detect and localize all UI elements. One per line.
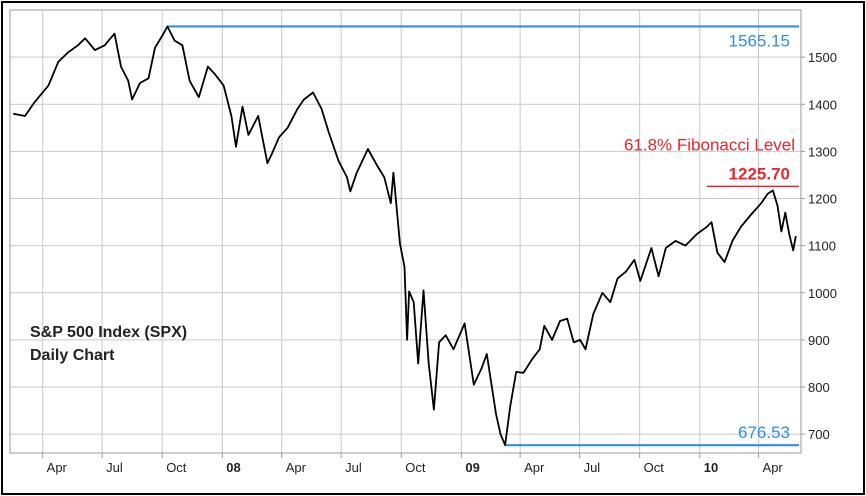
annotation-value-label: 1565.15 <box>729 31 790 50</box>
x-tick-label: 10 <box>704 460 718 475</box>
y-tick-label: 700 <box>808 427 830 442</box>
annotation-value-label: 676.53 <box>738 423 790 442</box>
annotations: 1565.15 676.53 1225.70 61.8% Fibonacci Leve… <box>167 25 799 447</box>
x-tick-label: Apr <box>47 460 68 475</box>
x-tick-label: Oct <box>405 460 426 475</box>
y-tick-label: 1000 <box>808 286 837 301</box>
spx-price-line <box>13 25 797 446</box>
y-tick-label: 1200 <box>808 192 837 207</box>
x-tick-label: Apr <box>286 460 307 475</box>
x-tick-label: Oct <box>166 460 187 475</box>
y-axis: 700 800 900 1000 1100 1200 1300 1400 1500 <box>801 50 837 442</box>
x-axis: Apr Jul Oct 08 Apr Jul Oct 09 Apr Jul Oct 10 Apr <box>42 453 784 475</box>
y-tick-label: 1300 <box>808 144 837 159</box>
x-tick-label: 08 <box>226 460 240 475</box>
x-tick-label: Jul <box>106 460 123 475</box>
y-tick-label: 900 <box>808 333 830 348</box>
chart-title: S&P 500 Index (SPX) <box>30 324 187 341</box>
y-tick-label: 1500 <box>808 50 837 65</box>
y-tick-label: 800 <box>808 380 830 395</box>
series-group <box>13 25 797 446</box>
fibonacci-level-label: 61.8% Fibonacci Level <box>624 135 795 154</box>
x-tick-label: Oct <box>644 460 665 475</box>
annotation-value-label: 1225.70 <box>729 164 790 183</box>
x-tick-label: Apr <box>524 460 545 475</box>
x-tick-label: Jul <box>584 460 601 475</box>
plot-area-border <box>9 9 802 454</box>
x-tick-label: Apr <box>763 460 784 475</box>
grid <box>10 10 801 453</box>
y-tick-label: 1100 <box>808 239 836 254</box>
y-tick-label: 1400 <box>808 97 837 112</box>
chart-subtitle: Daily Chart <box>30 347 115 364</box>
x-tick-label: 09 <box>465 460 479 475</box>
x-tick-label: Jul <box>345 460 362 475</box>
